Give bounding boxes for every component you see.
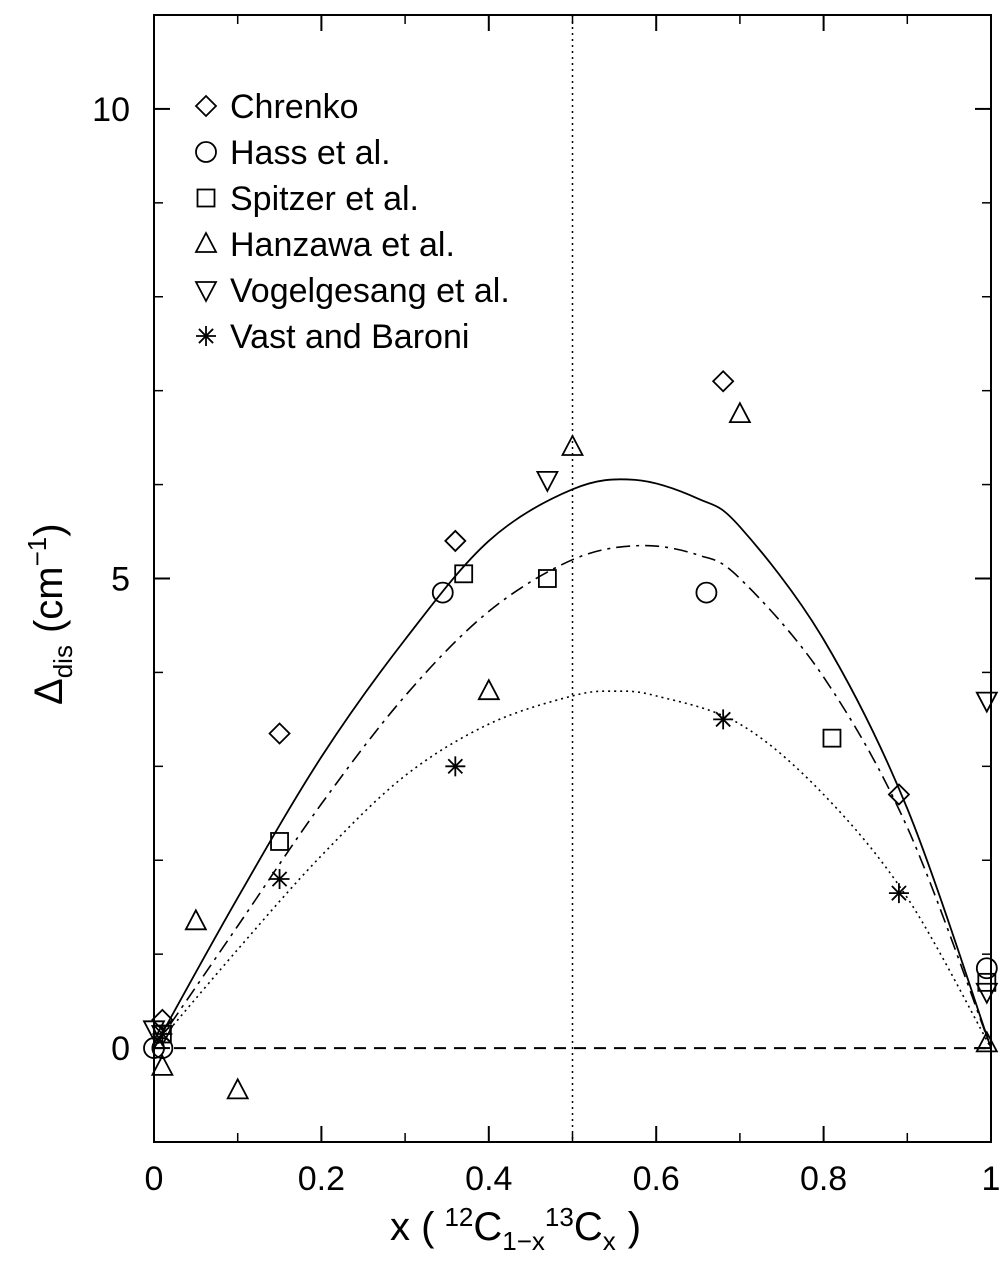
y-axis-unit-close: ) [27, 523, 71, 536]
data-point-hanzawa-et-al [150, 1053, 174, 1076]
fit-curve-solid [153, 478, 992, 1049]
fit-curves [153, 478, 992, 1049]
data-point-hanzawa-et-al [226, 1077, 250, 1100]
y-axis-symbol: Δ [27, 678, 71, 705]
data-point-chrenko [711, 370, 735, 393]
fit-curve-dotted [153, 690, 992, 1049]
data-point-vast-and-baroni [713, 709, 734, 730]
legend-marker-spitzer-et-al [196, 188, 216, 208]
data-point-hass-et-al [431, 581, 454, 604]
legend-marker-hanzawa-et-al [194, 231, 218, 253]
legend-label-vogelgesang-et-al: Vogelgesang et al. [230, 272, 510, 310]
x-axis-suffix: ) [628, 1205, 641, 1249]
x-tick-label: 0 [145, 1160, 164, 1198]
x-axis-iso2-mass: 13 [545, 1202, 574, 1232]
legend-item-hass-et-al: Hass et al. [195, 134, 391, 172]
x-tick-label: 0.6 [633, 1160, 680, 1198]
data-point-spitzer-et-al [537, 569, 557, 588]
data-points [142, 370, 999, 1100]
fit-curve-dash-dot [153, 544, 992, 1049]
x-tick-label: 0.4 [465, 1160, 512, 1198]
legend-marker-vast-and-baroni [196, 326, 216, 346]
legend-label-spitzer-et-al: Spitzer et al. [230, 180, 419, 218]
y-axis-unit-sup: −1 [22, 537, 52, 567]
y-axis-unit-open: (cm [27, 566, 71, 633]
legend-label-hass-et-al: Hass et al. [230, 134, 391, 172]
y-tick-label: 10 [92, 91, 130, 129]
x-tick-label: 0.2 [298, 1160, 345, 1198]
legend-item-spitzer-et-al: Spitzer et al. [196, 180, 419, 218]
legend-item-chrenko: Chrenko [194, 88, 359, 126]
data-point-vast-and-baroni [152, 1023, 173, 1044]
data-point-vogelgesang-et-al [975, 691, 999, 714]
legend-label-vast-and-baroni: Vast and Baroni [230, 318, 469, 356]
legend-marker-vogelgesang-et-al [194, 281, 218, 303]
x-axis-iso2-sub: x [603, 1226, 616, 1256]
y-tick-label: 0 [111, 1030, 130, 1068]
data-point-hanzawa-et-al [728, 401, 752, 424]
legend-marker-chrenko [194, 94, 218, 118]
x-axis-iso2-symbol: C [574, 1205, 603, 1249]
data-point-vast-and-baroni [269, 869, 290, 890]
legend-label-chrenko: Chrenko [230, 88, 359, 126]
data-point-vogelgesang-et-al [975, 982, 999, 1005]
x-axis-title: x (12C1−x13Cx) [390, 1202, 641, 1256]
data-point-hanzawa-et-al [561, 434, 584, 456]
x-axis-iso1-symbol: C [473, 1205, 502, 1249]
data-point-spitzer-et-al [977, 972, 997, 992]
data-point-chrenko [444, 529, 467, 553]
data-point-spitzer-et-al [270, 832, 289, 851]
data-point-hanzawa-et-al [477, 678, 501, 701]
y-axis-title: Δdis (cm−1) [22, 523, 78, 705]
data-point-spitzer-et-al [454, 564, 474, 584]
data-point-chrenko [887, 783, 911, 806]
legend-item-vogelgesang-et-al: Vogelgesang et al. [194, 272, 510, 310]
legend-label-hanzawa-et-al: Hanzawa et al. [230, 226, 455, 264]
x-axis-iso1-sub: 1−x [502, 1226, 545, 1256]
legend-item-vast-and-baroni: Vast and Baroni [196, 318, 469, 356]
y-axis-sub: dis [48, 645, 78, 678]
reference-lines [154, 15, 991, 1142]
data-point-hanzawa-et-al [975, 1030, 999, 1053]
x-axis-prefix: x ( [390, 1205, 435, 1249]
x-tick-label: 0.8 [800, 1160, 847, 1198]
data-point-hanzawa-et-al [184, 908, 208, 931]
data-point-vast-and-baroni [445, 756, 466, 777]
data-point-hass-et-al [975, 957, 998, 980]
x-axis-iso1-mass: 12 [444, 1202, 473, 1232]
data-point-hass-et-al [695, 581, 718, 604]
y-tick-label: 5 [111, 561, 130, 599]
legend: Chrenko Hass et al. Spitzer et al. Hanzawa … [194, 88, 510, 356]
legend-marker-hass-et-al [195, 141, 217, 163]
data-point-chrenko [268, 722, 291, 745]
x-tick-label: 1 [982, 1160, 999, 1198]
legend-item-hanzawa-et-al: Hanzawa et al. [194, 226, 455, 264]
data-point-spitzer-et-al [822, 728, 842, 748]
data-point-vast-and-baroni [888, 883, 909, 904]
data-point-vogelgesang-et-al [535, 470, 559, 493]
